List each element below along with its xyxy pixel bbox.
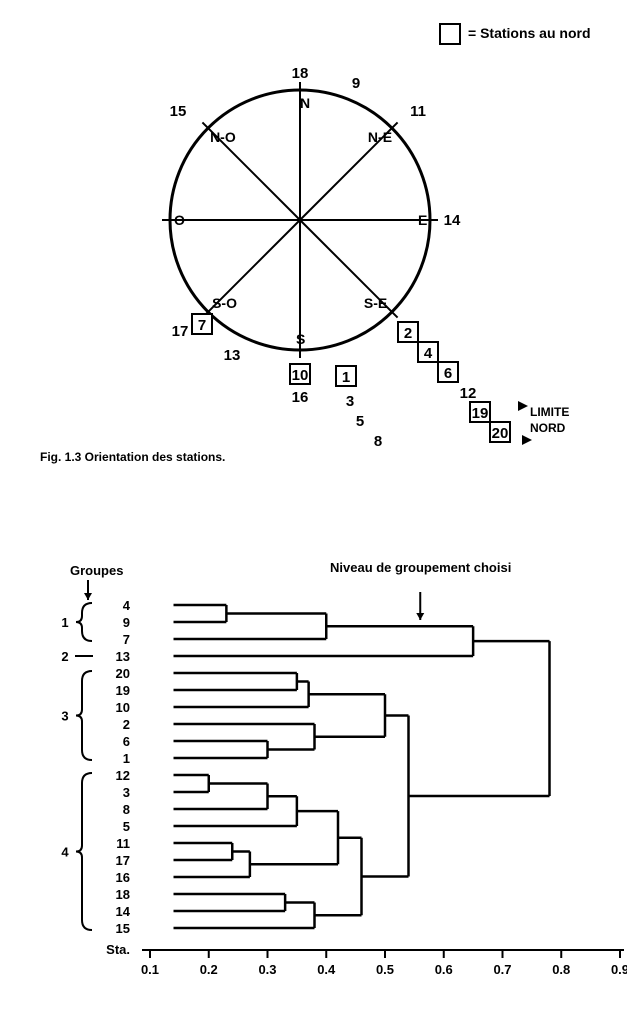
dendrogram-diagram: GroupesNiveau de groupement choisi497132… xyxy=(0,470,627,1010)
sta-label: Sta. xyxy=(106,942,130,957)
limite-label: LIMITE xyxy=(530,405,569,419)
legend-box xyxy=(440,24,460,44)
direction-label: S-E xyxy=(364,295,387,311)
station-label: 16 xyxy=(292,389,309,406)
dendro-row-label: 11 xyxy=(116,836,130,851)
station-label: 10 xyxy=(292,367,309,384)
station-label: 7 xyxy=(198,317,206,334)
limite-arrow-icon xyxy=(522,435,532,445)
dendro-row-label: 10 xyxy=(116,700,130,715)
group-label: 3 xyxy=(61,709,68,724)
direction-label: S-O xyxy=(212,295,237,311)
station-label: 2 xyxy=(404,325,412,342)
limite-label: NORD xyxy=(530,421,566,435)
direction-label: O xyxy=(174,212,185,228)
dendro-row-label: 8 xyxy=(123,802,130,817)
station-label: 6 xyxy=(444,365,452,382)
x-tick-label: 0.2 xyxy=(200,962,218,977)
groupes-title: Groupes xyxy=(70,563,123,578)
group-label: 1 xyxy=(61,615,68,630)
dendro-row-label: 13 xyxy=(116,649,130,664)
station-label: 11 xyxy=(410,103,426,120)
x-tick-label: 0.5 xyxy=(376,962,394,977)
dendro-row-label: 5 xyxy=(123,819,130,834)
group-brace xyxy=(76,603,92,641)
direction-label: N xyxy=(300,95,310,111)
compass-tick xyxy=(392,312,398,318)
station-label: 13 xyxy=(224,347,241,364)
x-tick-label: 0.6 xyxy=(435,962,453,977)
dendro-row-label: 3 xyxy=(123,785,130,800)
dendro-row-label: 9 xyxy=(123,615,130,630)
dendro-row-label: 18 xyxy=(116,887,130,902)
x-tick-label: 0.4 xyxy=(317,962,336,977)
arrow-down-icon xyxy=(416,613,424,620)
station-label: 9 xyxy=(352,75,360,92)
dendro-row-label: 20 xyxy=(116,666,130,681)
dendro-row-label: 6 xyxy=(123,734,130,749)
niveau-title: Niveau de groupement choisi xyxy=(330,560,511,575)
dendro-row-label: 4 xyxy=(123,598,131,613)
dendro-row-label: 1 xyxy=(123,751,130,766)
dendro-row-label: 14 xyxy=(116,904,131,919)
station-label: 8 xyxy=(374,433,382,450)
group-label: 4 xyxy=(61,845,69,860)
compass-diagram: = Stations au nordNN-EES-ESS-OON-O189111… xyxy=(0,0,627,470)
station-label: 1 xyxy=(342,369,350,386)
legend-label: = Stations au nord xyxy=(468,25,591,41)
x-tick-label: 0.3 xyxy=(258,962,276,977)
station-label: 12 xyxy=(460,385,477,402)
station-label: 3 xyxy=(346,393,354,410)
dendro-row-label: 19 xyxy=(116,683,130,698)
figure-caption: Fig. 1.3 Orientation des stations. xyxy=(40,450,225,464)
dendro-row-label: 7 xyxy=(123,632,130,647)
station-label: 20 xyxy=(492,425,509,442)
station-label: 17 xyxy=(172,323,189,340)
station-label: 5 xyxy=(356,413,364,430)
group-brace xyxy=(76,671,92,760)
x-tick-label: 0.1 xyxy=(141,962,159,977)
limite-arrow-icon xyxy=(518,401,528,411)
x-tick-label: 0.7 xyxy=(493,962,511,977)
group-brace xyxy=(76,773,92,930)
dendro-row-label: 16 xyxy=(116,870,130,885)
station-label: 15 xyxy=(170,103,187,120)
direction-label: E xyxy=(418,212,427,228)
direction-label: N-O xyxy=(210,129,236,145)
compass-tick xyxy=(392,122,398,128)
x-tick-label: 0.9 xyxy=(611,962,627,977)
dendro-row-label: 2 xyxy=(123,717,130,732)
station-label: 4 xyxy=(424,345,433,362)
direction-label: S xyxy=(296,331,305,347)
arrow-down-icon xyxy=(84,593,92,600)
direction-label: N-E xyxy=(368,129,392,145)
dendro-row-label: 12 xyxy=(116,768,130,783)
station-label: 18 xyxy=(292,65,309,82)
x-tick-label: 0.8 xyxy=(552,962,570,977)
group-label: 2 xyxy=(61,649,68,664)
station-label: 19 xyxy=(472,405,489,422)
station-label: 14 xyxy=(444,212,461,229)
dendro-row-label: 17 xyxy=(116,853,130,868)
compass-tick xyxy=(202,122,208,128)
dendro-row-label: 15 xyxy=(116,921,130,936)
